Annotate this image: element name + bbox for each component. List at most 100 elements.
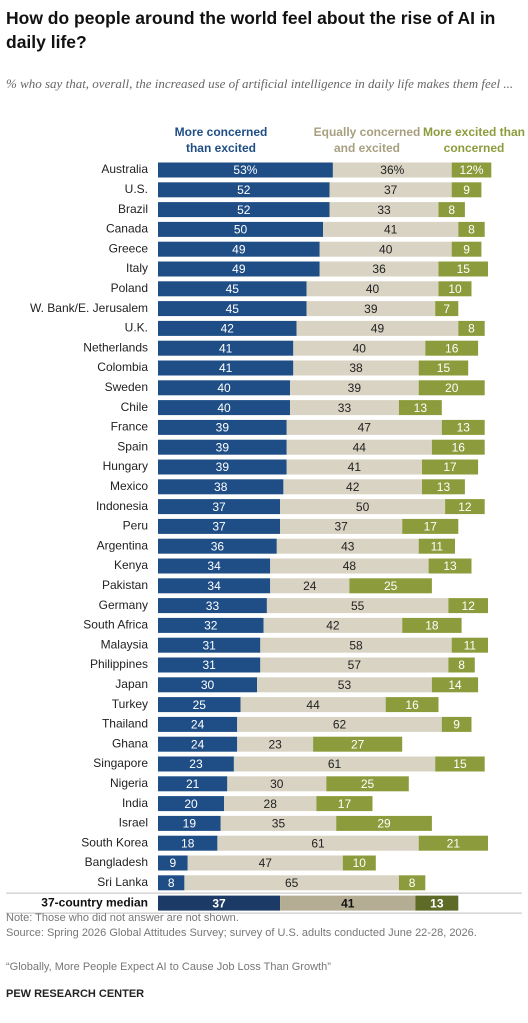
category-label: U.K. — [125, 321, 148, 335]
category-label: Netherlands — [83, 340, 148, 354]
median-value-label: 41 — [341, 896, 355, 910]
bar-segment — [158, 796, 224, 812]
bar-segment — [286, 419, 442, 435]
value-label: 50 — [356, 500, 370, 514]
value-label: 35 — [272, 817, 286, 831]
source: PEW RESEARCH CENTER — [6, 988, 145, 1000]
bar-segment — [158, 320, 297, 336]
value-label: 32 — [204, 619, 218, 633]
bar-segment — [441, 716, 472, 732]
value-label: 49 — [232, 242, 246, 256]
bar-segment — [217, 835, 419, 851]
value-label: 39 — [216, 460, 230, 474]
bar-segment — [332, 162, 452, 178]
value-label: 30 — [270, 777, 284, 791]
value-label: 12 — [458, 500, 472, 514]
bar-segment — [329, 202, 439, 218]
bar-segment — [283, 479, 422, 495]
bar-segment — [158, 479, 284, 495]
value-label: 15 — [453, 757, 467, 771]
bar-segment — [158, 419, 287, 435]
bar-segment — [398, 400, 442, 416]
value-label: 9 — [463, 183, 470, 197]
bar-segment — [158, 756, 234, 772]
value-label: 38 — [214, 480, 228, 494]
bar-segment — [227, 776, 327, 792]
bar-segment — [280, 499, 446, 515]
bar-segment — [451, 182, 482, 198]
value-label: 33 — [206, 599, 220, 613]
bar-segment — [428, 558, 472, 574]
bar-segment — [270, 558, 429, 574]
value-label: 8 — [468, 223, 475, 237]
bar-segment — [158, 578, 271, 594]
bar-segment — [458, 320, 485, 336]
category-label: Sweden — [105, 380, 148, 394]
bar-segment — [448, 598, 488, 614]
value-label: 37 — [212, 520, 226, 534]
value-label: 41 — [219, 361, 233, 375]
value-label: 37 — [384, 183, 398, 197]
bar-segment — [435, 301, 459, 317]
value-label: 18 — [181, 836, 195, 850]
bar-segment — [158, 182, 330, 198]
category-label: Philippines — [90, 657, 148, 671]
category-label: Spain — [117, 439, 148, 453]
value-label: 40 — [379, 242, 393, 256]
value-label: 33 — [338, 401, 352, 415]
bar-segment — [158, 835, 218, 851]
value-label: 29 — [377, 817, 391, 831]
bar-segment — [158, 360, 294, 376]
bar-segment — [263, 617, 403, 633]
bar-segment — [158, 716, 238, 732]
bar-segment — [306, 301, 436, 317]
value-label: 25 — [384, 579, 398, 593]
value-label: 40 — [353, 341, 367, 355]
bar-segment — [323, 221, 459, 237]
value-label: 8 — [448, 203, 455, 217]
note: Source: Spring 2026 Global Attitudes Sur… — [6, 927, 477, 939]
bar-segment — [158, 162, 333, 178]
value-label: 11 — [464, 638, 477, 652]
bar-segment — [402, 518, 459, 534]
category-label: Brazil — [118, 202, 148, 216]
value-label: 20 — [184, 797, 198, 811]
value-label: 65 — [285, 876, 299, 890]
bar-segment — [158, 281, 307, 297]
value-label: 41 — [384, 223, 398, 237]
category-label: Israel — [119, 816, 148, 830]
value-label: 58 — [349, 638, 363, 652]
category-label: Chile — [121, 400, 149, 414]
value-label: 13 — [443, 559, 457, 573]
category-label: Kenya — [114, 558, 148, 572]
value-label: 8 — [168, 876, 175, 890]
value-label: 14 — [448, 678, 462, 692]
value-label: 49 — [232, 262, 246, 276]
category-label: South Korea — [81, 835, 148, 849]
value-label: 24 — [303, 579, 317, 593]
bar-segment — [451, 637, 488, 653]
category-label: Peru — [123, 519, 148, 533]
value-label: 52 — [237, 203, 251, 217]
bar-segment — [158, 697, 241, 713]
median-value-label: 13 — [430, 896, 444, 910]
value-label: 52 — [237, 183, 251, 197]
value-label: 33 — [377, 203, 391, 217]
value-label: 42 — [346, 480, 360, 494]
category-label: India — [122, 796, 148, 810]
category-label: Nigeria — [110, 776, 148, 790]
bar-segment — [326, 776, 409, 792]
bar-segment — [448, 657, 475, 673]
value-label: 47 — [358, 421, 372, 435]
bar-segment — [418, 380, 485, 396]
bar-segment — [296, 320, 459, 336]
note: Note: Those who did not answer are not s… — [6, 912, 239, 924]
value-label: 25 — [193, 698, 207, 712]
value-label: 21 — [447, 836, 461, 850]
median-segment — [158, 895, 281, 911]
bar-segment — [184, 875, 399, 891]
value-label: 41 — [219, 341, 233, 355]
bar-segment — [187, 855, 343, 871]
category-label: U.S. — [125, 182, 148, 196]
value-label: 50 — [234, 223, 248, 237]
